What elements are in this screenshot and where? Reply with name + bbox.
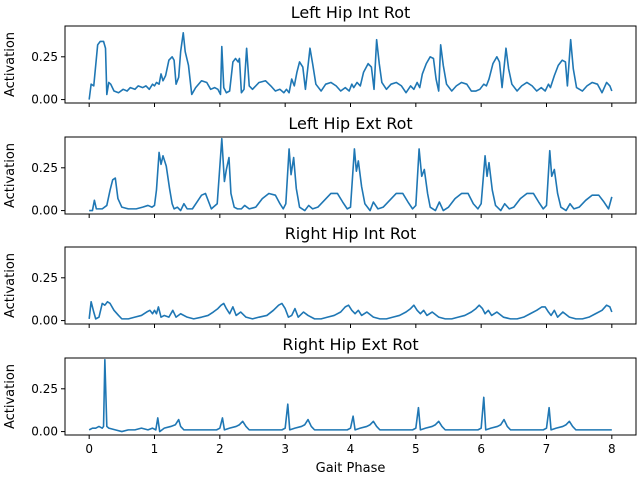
y-tick-label: 0.00 <box>31 204 58 218</box>
y-tick-label: 0.25 <box>31 50 58 64</box>
x-tick-label: 7 <box>543 442 551 456</box>
y-axis-label: Activation <box>3 364 18 429</box>
x-tick-label: 8 <box>608 442 616 456</box>
subplot-1: Left Hip Int Rot 0.00 0.25 Activation <box>3 3 637 107</box>
y-tick-label: 0.25 <box>31 382 58 396</box>
subplot-2: Left Hip Ext Rot 0.00 0.25 Activation <box>3 114 637 218</box>
y-tick-label: 0.25 <box>31 161 58 175</box>
y-tick-label: 0.00 <box>31 425 58 439</box>
subplot-3: Right Hip Int Rot 0.00 0.25 Activation <box>3 224 637 328</box>
y-tick-label: 0.00 <box>31 93 58 107</box>
subplot-title: Left Hip Int Rot <box>291 3 411 22</box>
y-axis-label: Activation <box>3 143 18 208</box>
y-axis-label: Activation <box>3 253 18 318</box>
x-axis-label: Gait Phase <box>316 461 386 476</box>
x-tick-label: 1 <box>151 442 159 456</box>
plot-frame <box>64 25 637 104</box>
x-tick-label: 3 <box>281 442 289 456</box>
x-tick-label: 5 <box>412 442 420 456</box>
subplot-title: Right Hip Ext Rot <box>282 335 418 354</box>
x-tick-label: 0 <box>85 442 93 456</box>
y-tick-label: 0.00 <box>31 314 58 328</box>
x-tick-label: 2 <box>216 442 224 456</box>
subplot-title: Right Hip Int Rot <box>285 224 417 243</box>
data-line <box>88 358 612 433</box>
data-line <box>88 300 613 320</box>
subplot-4: Right Hip Ext Rot 0.00 0.25 0 1 2 3 4 5 6 7 8 Activa… <box>3 335 637 476</box>
x-tick-label: 6 <box>477 442 485 456</box>
subplot-title: Left Hip Ext Rot <box>288 114 412 133</box>
y-axis-label: Activation <box>3 32 18 97</box>
data-line <box>88 32 613 100</box>
y-tick-label: 0.25 <box>31 271 58 285</box>
x-tick-label: 4 <box>347 442 355 456</box>
data-line <box>89 137 613 212</box>
